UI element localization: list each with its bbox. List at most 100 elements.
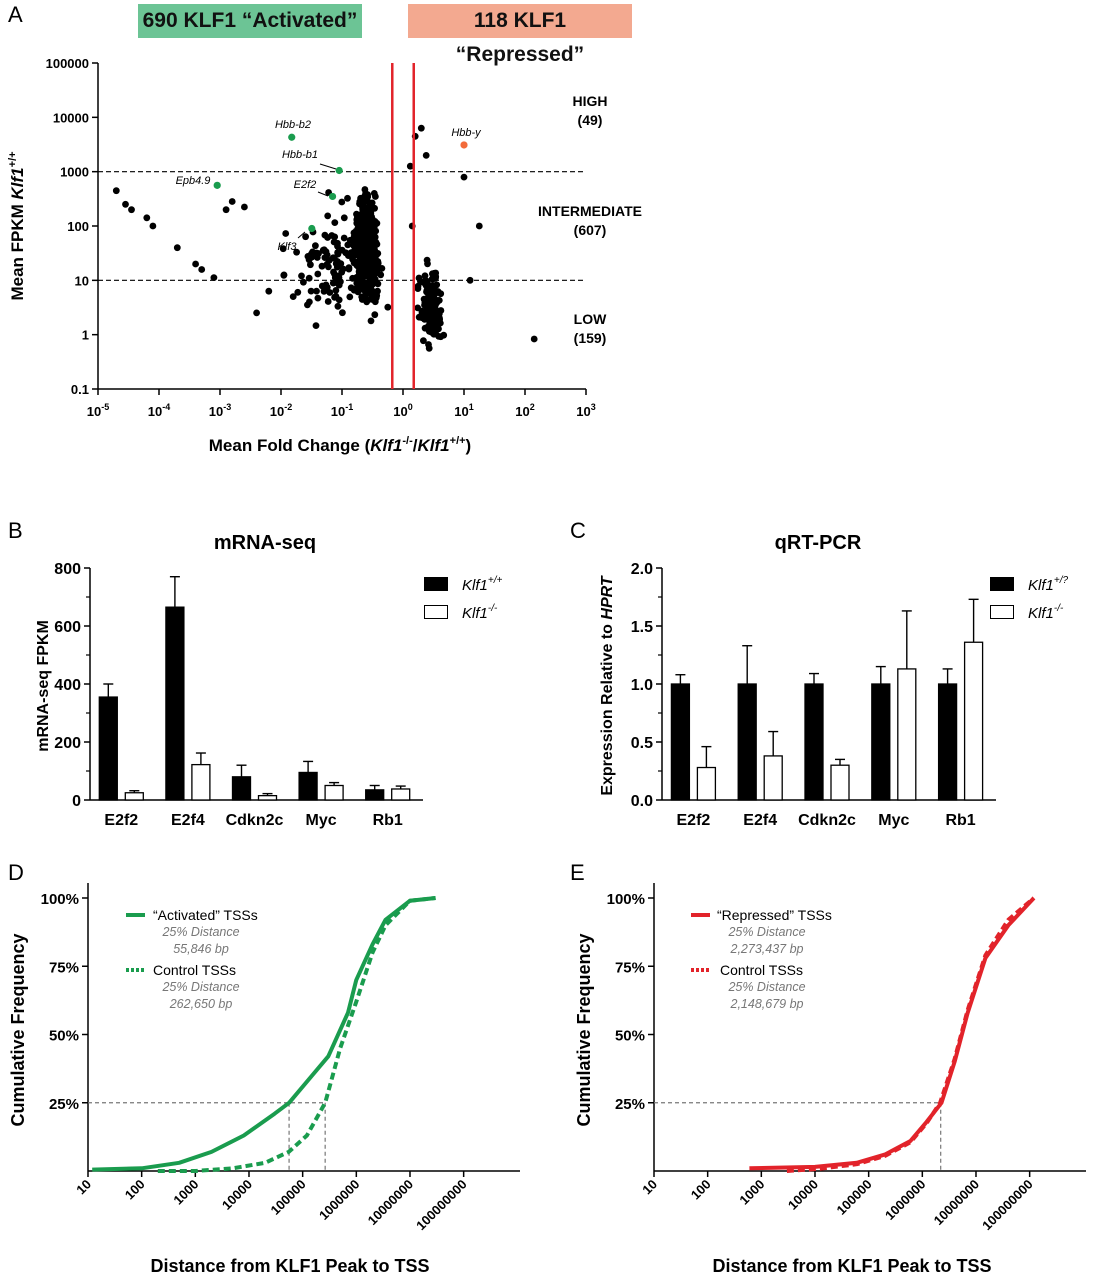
scatter-point xyxy=(294,288,302,296)
y-tick-label: 2.0 xyxy=(631,561,653,578)
region-label-intermediate: INTERMEDIATE xyxy=(538,203,642,219)
x-tick-label: E2f2 xyxy=(104,812,138,829)
scatter-point xyxy=(312,322,320,329)
panel-c-title: qRT-PCR xyxy=(775,532,862,554)
scatter-point xyxy=(433,289,440,297)
panel-e-cdf: Cumulative Frequency Distance from KLF1 … xyxy=(574,883,1086,1276)
scatter-point xyxy=(371,311,379,319)
scatter-point xyxy=(323,260,331,268)
scatter-point xyxy=(334,302,342,310)
gene-label: Klf3 xyxy=(278,241,298,253)
y-tick-label: 100% xyxy=(607,891,645,908)
panel-d-xlabel: Distance from KLF1 Peak to TSS xyxy=(150,1256,429,1276)
scatter-point xyxy=(331,274,339,282)
region-count-intermediate: (607) xyxy=(574,222,607,238)
scatter-point xyxy=(346,293,354,301)
scatter-point xyxy=(360,213,368,221)
legend-distance-label: 25% Distance xyxy=(727,980,805,994)
scatter-point xyxy=(282,230,290,237)
scatter-point xyxy=(347,249,355,257)
scatter-point xyxy=(331,233,339,241)
highlighted-gene-point xyxy=(335,166,343,175)
scatter-point xyxy=(424,260,431,268)
legend-label-ko: Klf1-/- xyxy=(1028,603,1064,622)
scatter-point xyxy=(289,293,297,300)
x-tick-label: 100000000 xyxy=(979,1177,1036,1234)
y-tick-label: 1 xyxy=(82,328,89,343)
scatter-point xyxy=(305,274,313,282)
scatter-point xyxy=(300,278,307,286)
x-tick-label: 103 xyxy=(576,402,595,419)
y-tick-label: 0.0 xyxy=(631,793,653,810)
scatter-point xyxy=(429,284,437,292)
scatter-point xyxy=(475,222,483,230)
x-tick-label: Cdkn2c xyxy=(798,812,856,829)
scatter-point xyxy=(436,314,443,322)
scatter-point xyxy=(421,301,428,309)
x-tick-label: 10-1 xyxy=(331,402,353,419)
panel-d-cdf: Cumulative Frequency Distance from KLF1 … xyxy=(8,883,520,1276)
x-tick-label: 10-5 xyxy=(87,402,109,419)
gene-label: E2f2 xyxy=(294,179,317,191)
scatter-point xyxy=(371,204,378,212)
bar xyxy=(963,641,984,801)
legend-swatch-wt xyxy=(990,577,1014,591)
scatter-point xyxy=(112,187,120,195)
legend-label-wt: Klf1+/+ xyxy=(462,575,502,594)
scatter-point xyxy=(366,240,374,248)
x-tick-label: 10000000 xyxy=(365,1177,417,1229)
bar xyxy=(324,784,344,801)
legend-swatch-ko xyxy=(424,605,448,619)
scatter-point xyxy=(312,242,319,250)
scatter-point xyxy=(322,248,330,256)
scatter-points xyxy=(112,124,538,352)
x-tick-label: Myc xyxy=(878,812,909,829)
scatter-point xyxy=(432,269,440,277)
y-tick-label: 75% xyxy=(49,959,79,976)
scatter-point xyxy=(122,200,129,208)
scatter-point xyxy=(349,274,356,282)
y-tick-label: 100 xyxy=(67,219,89,234)
scatter-point xyxy=(279,245,287,253)
scatter-point xyxy=(228,198,236,205)
scatter-point xyxy=(313,287,320,295)
legend-swatch-wt xyxy=(424,577,448,591)
scatter-point xyxy=(173,244,181,252)
panel-b-bar-chart: mRNA-seq mRNA-seq FPKM 800 600 400 200 0 E2f2… xyxy=(35,532,502,829)
bar xyxy=(391,788,411,801)
y-tick-label: 200 xyxy=(54,735,81,752)
scatter-point xyxy=(307,287,315,295)
legend-distance-value: 262,650 bp xyxy=(169,997,233,1011)
scatter-point xyxy=(334,249,341,256)
x-tick-label: 100 xyxy=(688,1177,714,1203)
scatter-point xyxy=(210,274,218,281)
scatter-point xyxy=(384,303,392,311)
scatter-point xyxy=(460,173,468,181)
panel-e-ylabel: Cumulative Frequency xyxy=(574,933,594,1126)
scatter-point xyxy=(428,275,436,283)
panel-a-ylabel: Mean FPKM Klf1+/+ xyxy=(7,151,27,300)
scatter-point xyxy=(371,261,379,269)
legend-distance-label: 25% Distance xyxy=(161,925,239,939)
scatter-point xyxy=(373,219,381,227)
x-tick-label: 100 xyxy=(122,1177,148,1203)
gene-label-leader xyxy=(297,231,306,239)
panel-d-ylabel: Cumulative Frequency xyxy=(8,933,28,1126)
panel-letter-c: C xyxy=(570,518,586,543)
scatter-point xyxy=(377,271,385,279)
x-tick-label: 10-4 xyxy=(148,402,170,419)
scatter-point xyxy=(345,264,353,272)
legend-label-control: Control TSSs xyxy=(153,962,236,978)
gene-label-leader xyxy=(319,163,337,170)
scatter-point xyxy=(437,333,445,341)
scatter-point xyxy=(344,194,351,202)
scatter-point xyxy=(361,236,368,244)
scatter-point xyxy=(366,284,374,292)
scatter-point xyxy=(421,324,429,332)
y-tick-label: 50% xyxy=(49,1028,79,1045)
bar xyxy=(231,776,252,801)
scatter-point xyxy=(253,309,260,317)
bar xyxy=(937,683,958,801)
scatter-point xyxy=(425,291,432,299)
